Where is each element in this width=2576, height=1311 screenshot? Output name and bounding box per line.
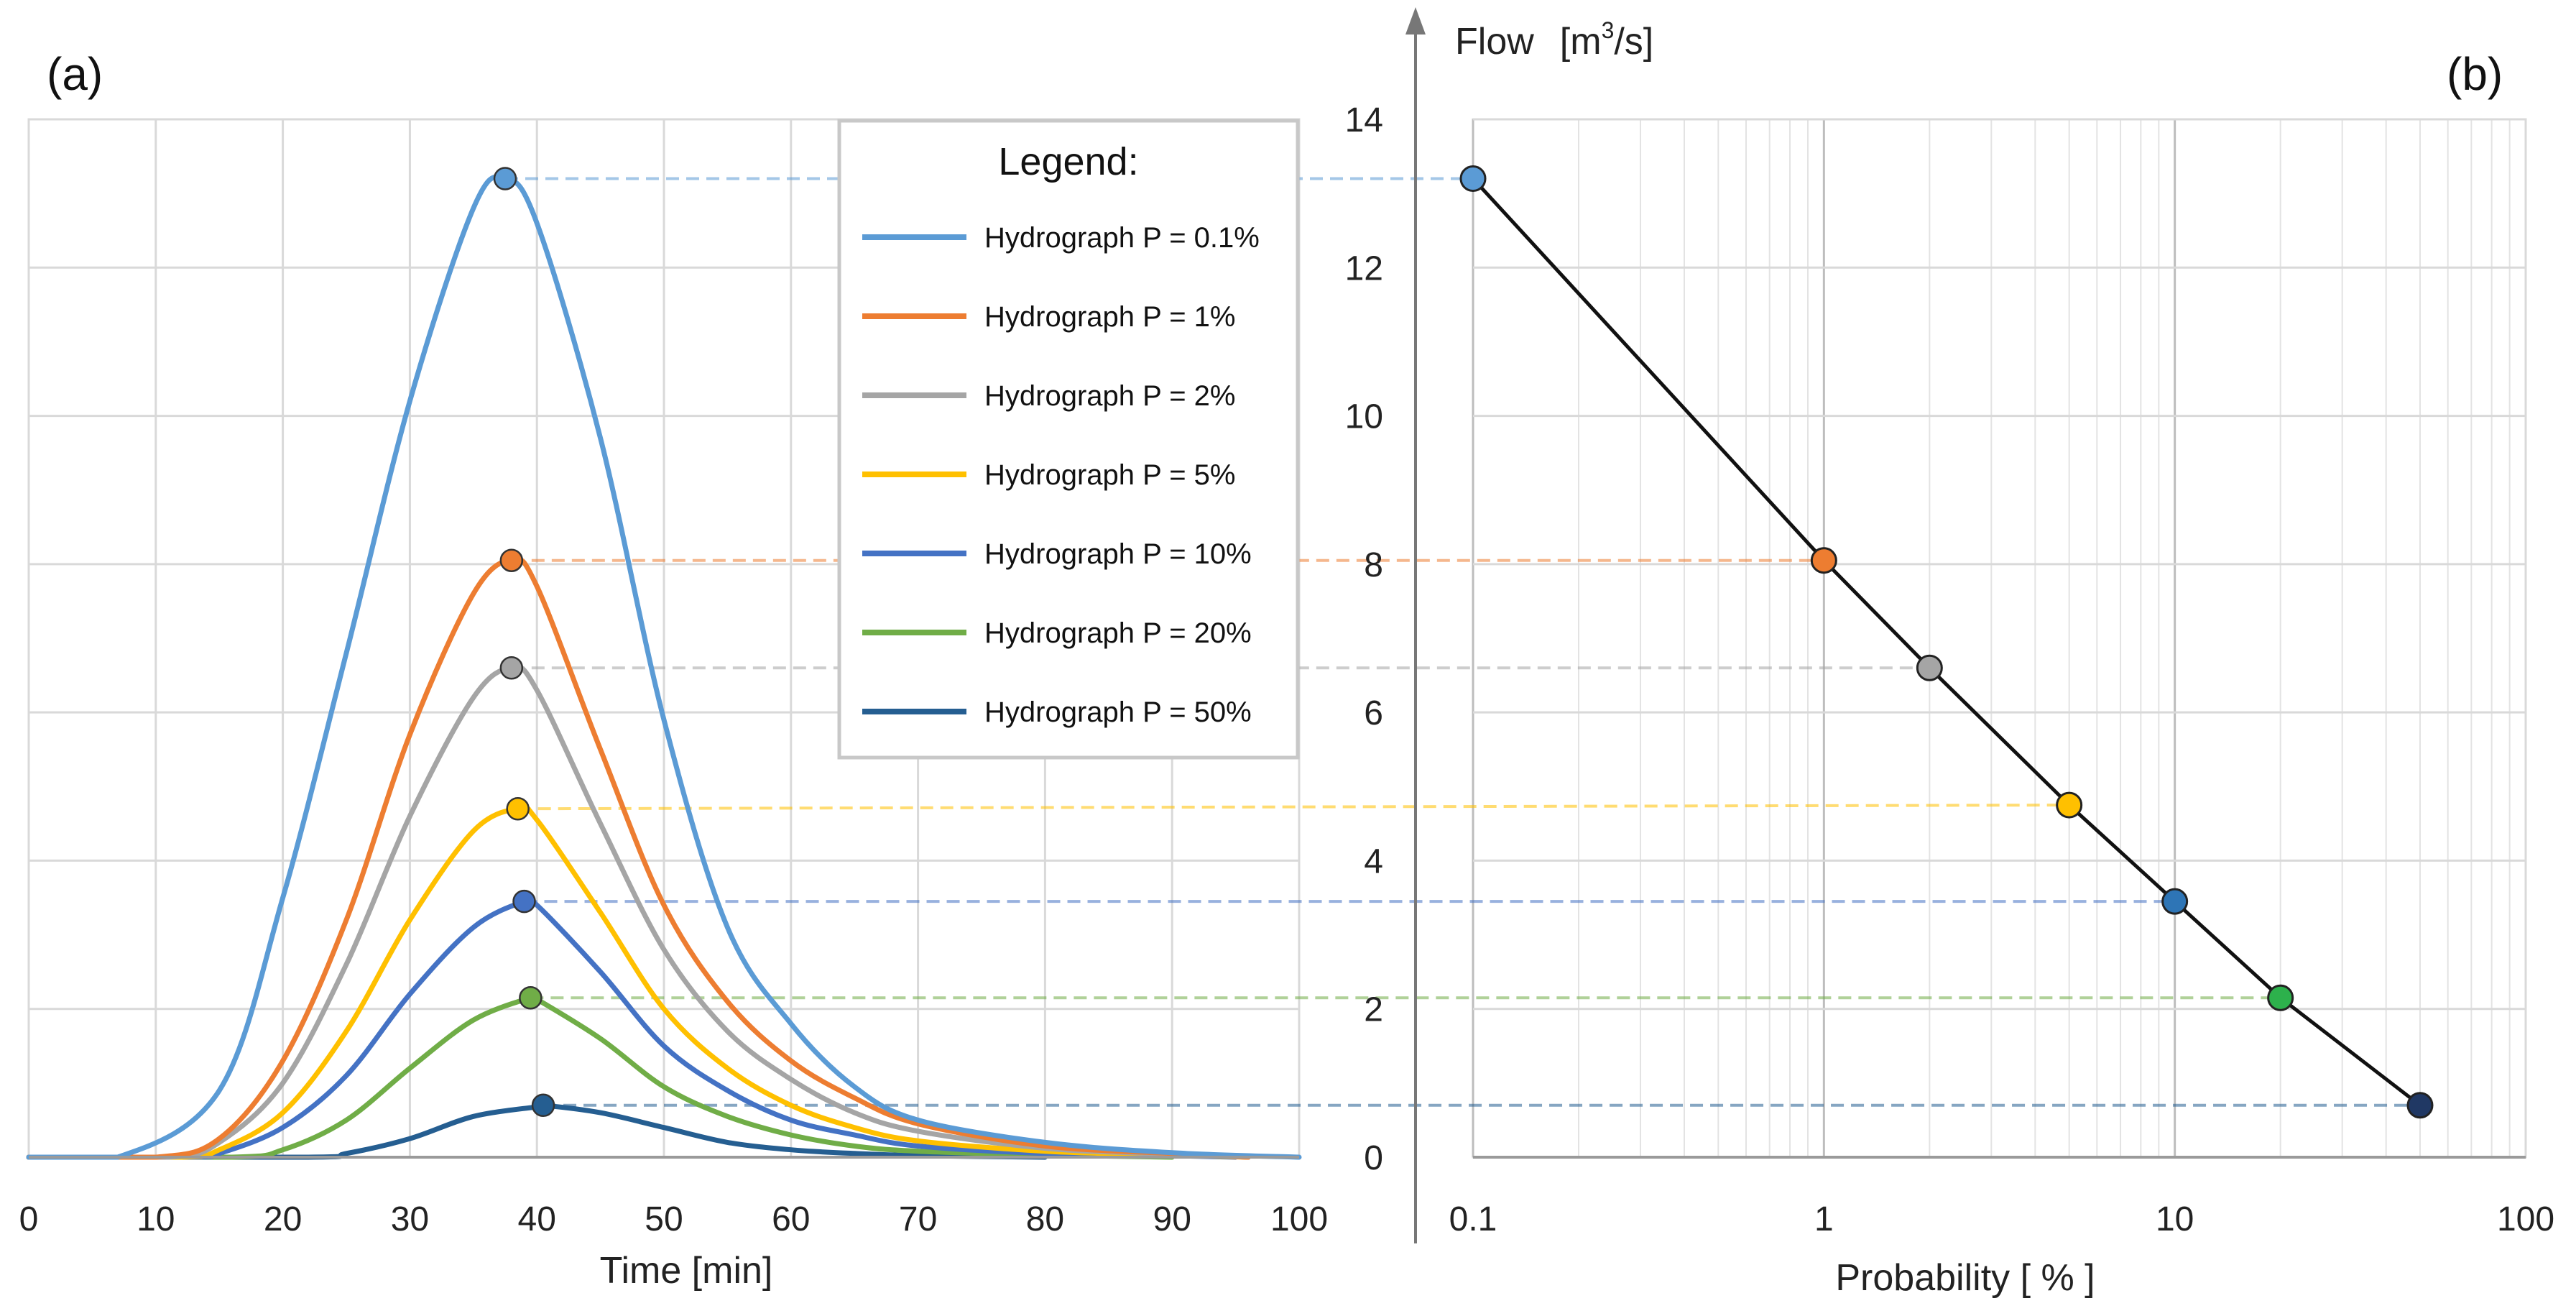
frequency-point — [1810, 547, 1837, 574]
peak-point — [506, 796, 530, 821]
peak-point — [499, 548, 524, 572]
y-tick-label: 10 — [1345, 398, 1383, 436]
legend-entry-label: Hydrograph P = 10% — [984, 538, 1252, 570]
frequency-point — [2056, 791, 2083, 819]
legend-box — [837, 119, 1300, 760]
x-tick-label-a: 40 — [518, 1200, 556, 1238]
frequency-line — [1472, 177, 2422, 1107]
legend-entry-label: Hydrograph P = 50% — [984, 696, 1252, 728]
tick-labels: 0 10 20 30 40 50 60 70 80 90 100 0.1 1 10 100 0 2 4 6 8 10 12… — [19, 101, 2554, 1238]
flow-axis-label: Flow [m3/s] — [1455, 17, 1653, 63]
peak-markers — [493, 165, 2434, 1119]
hydrograph-line — [26, 664, 1251, 1160]
y-tick-label: 8 — [1364, 546, 1383, 584]
frequency-point — [1459, 165, 1487, 193]
x-tick-label-a: 10 — [137, 1200, 175, 1238]
legend-title: Legend: — [998, 140, 1138, 183]
x-tick-label-b: 100 — [2497, 1200, 2554, 1238]
legend-entry-label: Hydrograph P = 1% — [984, 301, 1235, 333]
x-tick-label-a: 30 — [391, 1200, 429, 1238]
y-tick-label: 4 — [1364, 842, 1383, 880]
peak-point — [493, 167, 517, 190]
y-tick-label: 2 — [1364, 991, 1383, 1029]
flow-axis-arrow-icon — [1405, 7, 1426, 34]
legend-entry-label: Hydrograph P = 5% — [984, 459, 1235, 491]
legend-entry-label: Hydrograph P = 2% — [984, 380, 1235, 412]
x-tick-label-a: 60 — [772, 1200, 810, 1238]
y-tick-label: 6 — [1364, 694, 1383, 732]
x-tick-label-a: 90 — [1153, 1200, 1191, 1238]
x-tick-label-a: 50 — [645, 1200, 683, 1238]
frequency-point — [2267, 984, 2294, 1011]
frequency-point — [2406, 1092, 2434, 1119]
hydrograph-line — [26, 895, 1239, 1160]
y-tick-label: 0 — [1364, 1139, 1383, 1177]
hydrograph-line — [26, 804, 1251, 1160]
x-tick-label-a: 70 — [899, 1200, 937, 1238]
hydrograph-line — [26, 174, 1302, 1160]
y-tick-label: 12 — [1345, 249, 1383, 288]
grid-b — [1472, 118, 2527, 1159]
x-tick-label-a: 100 — [1270, 1200, 1328, 1238]
y-tick-label: 14 — [1345, 101, 1383, 139]
time-axis-label: Time [min] — [600, 1250, 773, 1292]
probability-axis-label: Probability [ % ] — [1835, 1257, 2095, 1299]
x-tick-label-a: 20 — [264, 1200, 302, 1238]
plot-b-frame — [1472, 118, 2527, 1159]
connector-line — [517, 804, 2069, 811]
x-tick-label-a: 80 — [1026, 1200, 1064, 1238]
x-tick-label-a: 0 — [19, 1200, 39, 1238]
legend-entry-label: Hydrograph P = 20% — [984, 617, 1252, 649]
frequency-point — [1916, 654, 1943, 681]
peak-point — [531, 1093, 555, 1118]
x-tick-label-b: 10 — [2156, 1200, 2194, 1238]
panel-a-label: (a) — [47, 48, 103, 100]
x-tick-label-b: 1 — [1814, 1200, 1834, 1238]
legend: Legend: Hydrograph P = 0.1% Hydrograph P … — [837, 119, 1300, 760]
hydrograph-line — [26, 992, 1175, 1160]
connector-lines — [505, 177, 2420, 1107]
legend-entry-label: Hydrograph P = 0.1% — [984, 222, 1260, 254]
hydrograph-line — [26, 557, 1251, 1160]
panel-b-label: (b) — [2447, 48, 2503, 100]
frequency-point — [2161, 888, 2189, 915]
frequency-curve — [1472, 177, 2422, 1107]
peak-point — [519, 985, 543, 1010]
peak-point — [499, 656, 524, 680]
peak-point — [512, 889, 536, 914]
x-tick-label-b: 0.1 — [1449, 1200, 1497, 1238]
